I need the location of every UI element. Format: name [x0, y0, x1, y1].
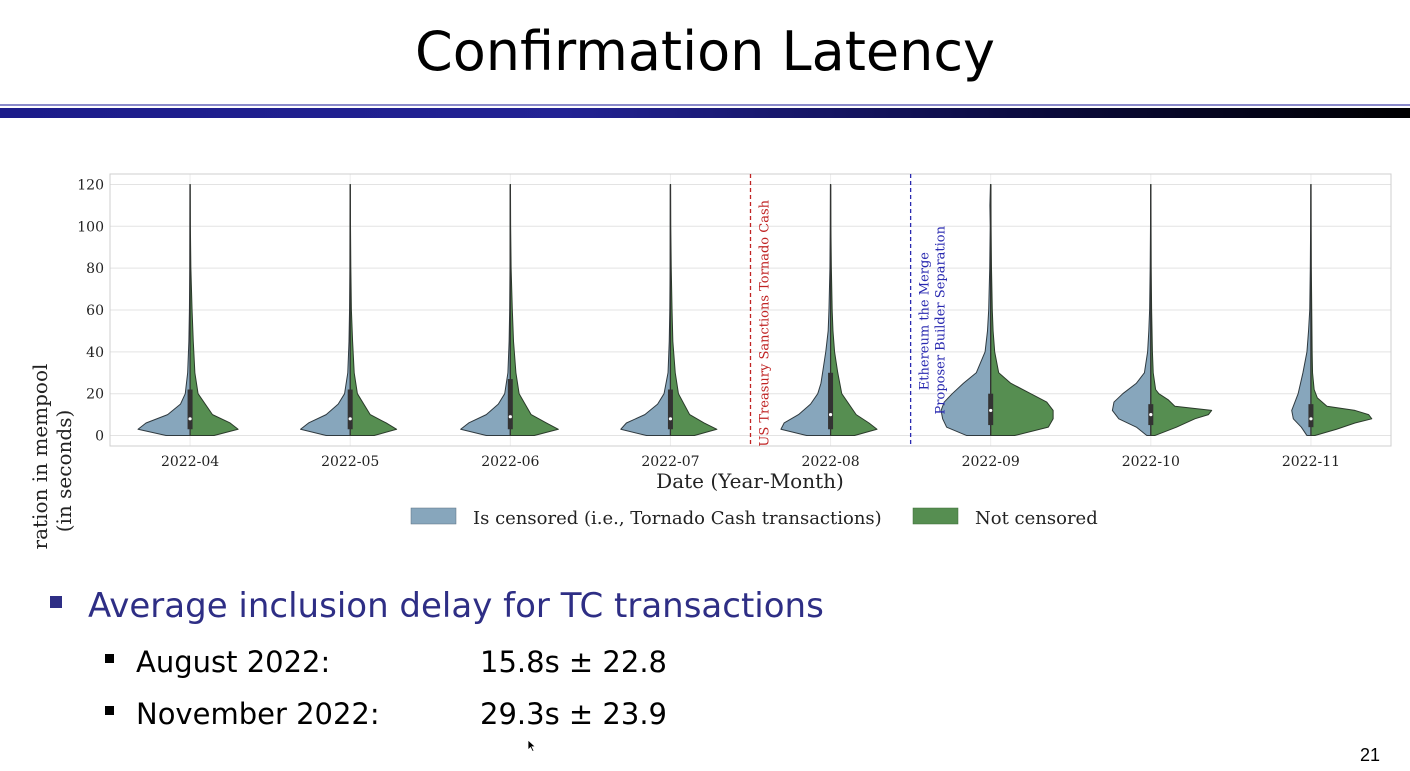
x-tick-labels: 2022-04 2022-05 2022-06 2022-07 2022-08 2022-…	[161, 454, 1340, 470]
violin-iqr-box	[828, 372, 834, 430]
violin-iqr-box	[1308, 404, 1314, 428]
x-tick-label: 2022-04	[161, 454, 219, 470]
violin-2022-05	[300, 183, 398, 437]
violin-median	[1309, 417, 1313, 421]
violin-chart: US Treasury Sanctions Tornado Cash Ethere…	[28, 173, 1392, 550]
sub-bullet-august: August 2022: 15.8s ± 22.8	[105, 645, 667, 679]
violin-median	[989, 408, 993, 413]
violin-median	[828, 413, 833, 417]
bullet-main-text: Average inclusion delay for TC transacti…	[88, 586, 824, 626]
violin-2022-10	[1111, 183, 1213, 437]
legend-swatch-not-censored	[912, 507, 959, 525]
annotation-layer: US Treasury Sanctions Tornado Cash Ethere…	[749, 174, 949, 447]
slide-title: Confirmation Latency	[415, 20, 995, 83]
violin-2022-07	[620, 183, 718, 437]
y-axis-label-line1: Duration in mempool	[28, 364, 52, 550]
annotation-label: Ethereum the Merge	[918, 252, 933, 390]
y-tick-label: 120	[77, 177, 104, 193]
title-rule	[0, 108, 1410, 118]
title-rule-highlight	[0, 104, 1410, 106]
sub-bullet-square	[105, 653, 114, 663]
violin-iqr-box	[667, 389, 673, 430]
violin-median	[188, 417, 192, 421]
violin-layer	[137, 183, 1373, 437]
annotation-label: US Treasury Sanctions Tornado Cash	[758, 199, 773, 446]
y-tick-label: 100	[77, 219, 104, 235]
violin-2022-09	[940, 183, 1054, 437]
violin-median	[668, 417, 673, 421]
violin-median	[1149, 413, 1153, 417]
annotation-label-secondary: Proposer Builder Separation	[934, 225, 949, 414]
y-tick-labels: 0 20 40 60 80 100 120	[77, 177, 104, 444]
y-tick-label: 0	[95, 429, 104, 445]
violin-median	[508, 415, 512, 419]
violin-2022-11	[1291, 183, 1373, 437]
y-tick-label: 60	[86, 303, 104, 319]
y-axis-label-line2: (in seconds)	[52, 410, 76, 533]
bullet-main: Average inclusion delay for TC transacti…	[50, 586, 824, 626]
sub-bullet-value: 29.3s ± 23.9	[480, 697, 667, 731]
x-axis-label: Date (Year-Month)	[656, 469, 844, 493]
violin-iqr-box	[347, 389, 353, 430]
x-tick-label: 2022-10	[1122, 454, 1180, 470]
violin-2022-06	[460, 183, 559, 437]
legend-label-not-censored: Not censored	[975, 508, 1098, 529]
violin-half-censored	[940, 183, 992, 437]
legend-label-censored: Is censored (i.e., Tornado Cash transact…	[473, 508, 882, 529]
y-tick-label: 80	[86, 261, 104, 277]
x-tick-label: 2022-06	[481, 454, 539, 470]
x-tick-label: 2022-09	[962, 454, 1020, 470]
page-number: 21	[1359, 745, 1380, 765]
sub-bullet-label: August 2022:	[136, 645, 331, 679]
y-tick-label: 40	[86, 345, 104, 361]
y-tick-label: 20	[86, 387, 104, 403]
x-tick-label: 2022-05	[321, 454, 379, 470]
sub-bullet-square	[105, 705, 114, 715]
sub-bullet-november: November 2022: 29.3s ± 23.9	[105, 697, 667, 731]
violin-iqr-box	[187, 389, 193, 430]
mouse-cursor-icon	[527, 739, 537, 753]
violin-median	[348, 417, 352, 421]
violin-2022-04	[137, 183, 239, 437]
x-tick-label: 2022-11	[1282, 454, 1340, 470]
legend-swatch-censored	[410, 507, 457, 525]
violin-2022-08	[780, 183, 878, 437]
violin-iqr-box	[507, 379, 513, 430]
x-tick-label: 2022-07	[641, 454, 699, 470]
sub-bullet-label: November 2022:	[136, 697, 380, 731]
x-tick-label: 2022-08	[801, 454, 859, 470]
legend: Is censored (i.e., Tornado Cash transact…	[410, 507, 1098, 529]
bullet-square	[50, 595, 62, 608]
sub-bullet-value: 15.8s ± 22.8	[480, 645, 667, 679]
